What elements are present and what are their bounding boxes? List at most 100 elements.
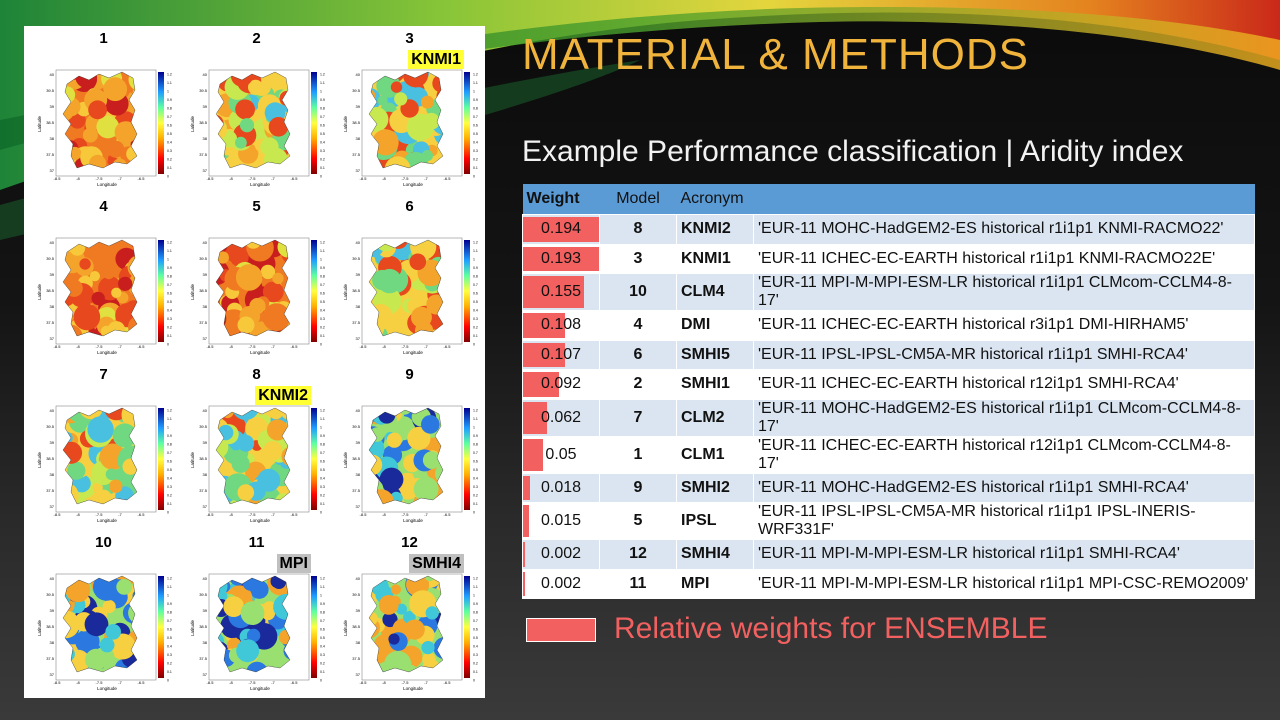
map-plot: 40 39.5 39 38.5 38 37.5 37 -8.5 -8 -7.5 -7 -6.5 1.2 1… <box>37 573 172 691</box>
colorbar-tick: 0.7 <box>167 619 172 623</box>
lon-tick: -8 <box>382 176 386 181</box>
colorbar-tick: 1.2 <box>320 409 325 413</box>
lat-tick: 39.5 <box>46 256 55 261</box>
colorbar-tick: 1 <box>473 258 475 262</box>
colorbar-tick: 0.7 <box>320 283 325 287</box>
map-value-patch <box>394 92 408 106</box>
colorbar-tick: 1.2 <box>320 241 325 245</box>
weight-cell: 0.108 <box>522 310 600 341</box>
lon-tick: -7.5 <box>402 176 410 181</box>
weight-value: 0.05 <box>545 445 577 463</box>
lon-tick: -6.5 <box>138 512 146 517</box>
colorbar-tick: 1.2 <box>167 241 172 245</box>
lon-tick: -7 <box>271 176 275 181</box>
map-plot: 40 39.5 39 38.5 38 37.5 37 -8.5 -8 -7.5 -7 -6.5 1.2 1… <box>343 405 478 523</box>
colorbar-tick: 0.6 <box>167 628 172 632</box>
map-value-patch <box>126 146 137 162</box>
map-value-patch <box>67 461 86 480</box>
colorbar-tick: 0.8 <box>473 107 478 111</box>
lon-tick: -6.5 <box>444 680 452 685</box>
colorbar-tick: 0.9 <box>320 266 325 270</box>
lat-tick: 38.5 <box>352 456 361 461</box>
table-row: 0.062 7 CLM2 'EUR-11 MOHC-HadGEM2-ES histor… <box>522 398 1255 437</box>
colorbar-tick: 0 <box>473 343 475 347</box>
colorbar-tick: 1.2 <box>473 409 478 413</box>
colorbar-tick: 0.2 <box>473 158 478 162</box>
colorbar-tick: 1.1 <box>473 585 478 589</box>
colorbar-tick: 0.1 <box>167 166 172 170</box>
weight-bar <box>523 571 525 596</box>
colorbar-tick: 1 <box>320 258 322 262</box>
map-value-patch <box>231 454 250 473</box>
colorbar-tick: 0.2 <box>167 494 172 498</box>
lon-tick: -7.5 <box>249 512 257 517</box>
model-tag: MPI <box>276 554 311 573</box>
table-row: 0.002 11 MPI 'EUR-11 MPI-M-MPI-ESM-LR histo… <box>522 568 1255 599</box>
colorbar-tick: 0.8 <box>167 611 172 615</box>
colorbar-tick: 0.1 <box>320 502 325 506</box>
colorbar-tick: 0.6 <box>473 292 478 296</box>
region-outline <box>368 71 444 169</box>
map-value-patch <box>237 434 255 452</box>
colorbar-tick: 0.9 <box>167 98 172 102</box>
colorbar-tick: 1 <box>473 426 475 430</box>
map-value-patch <box>96 115 120 139</box>
weight-cell: 0.062 <box>522 398 600 437</box>
region-outline <box>215 239 291 337</box>
lon-tick: -7 <box>118 680 122 685</box>
lat-tick: 38.5 <box>199 624 208 629</box>
map-value-patch <box>235 136 247 149</box>
acronym: SMHI5 <box>676 339 754 370</box>
colorbar-tick: 0.7 <box>320 115 325 119</box>
colorbar-tick: 0.3 <box>320 485 325 489</box>
colorbar-tick: 0.1 <box>473 502 478 506</box>
map-number: 11 <box>248 534 265 551</box>
lon-tick: -6.5 <box>291 512 299 517</box>
lat-tick: 39 <box>203 272 208 277</box>
lon-tick: -8.5 <box>360 512 368 517</box>
model-number: 11 <box>599 568 677 599</box>
lat-tick: 38.5 <box>46 456 55 461</box>
colorbar-tick: 0.4 <box>320 645 325 649</box>
lon-tick: -7 <box>424 512 428 517</box>
lat-tick: 37 <box>50 168 55 173</box>
model-number: 7 <box>599 398 677 437</box>
map-value-patch <box>260 264 276 280</box>
map-value-patch <box>421 150 433 162</box>
lon-tick: -8.5 <box>360 680 368 685</box>
lat-tick: 39.5 <box>352 592 361 597</box>
lon-axis-label: Longitude <box>403 350 423 355</box>
lon-axis-label: Longitude <box>250 518 270 523</box>
lat-tick: 40 <box>50 72 55 77</box>
lon-axis-label: Longitude <box>403 518 423 523</box>
map-value-patch <box>425 606 439 620</box>
colorbar-tick: 0 <box>320 679 322 683</box>
colorbar-tick: 1.2 <box>473 73 478 77</box>
map-value-patch <box>92 482 103 493</box>
lat-tick: 39.5 <box>46 592 55 597</box>
weight-cell: 0.155 <box>522 273 600 311</box>
lat-tick: 40 <box>203 240 208 245</box>
weight-bar <box>523 401 547 434</box>
map-value-patch <box>279 408 290 421</box>
colorbar-tick: 0.9 <box>320 434 325 438</box>
map-value-patch <box>223 596 245 617</box>
lat-tick: 39 <box>50 104 55 109</box>
table-row: 0.092 2 SMHI1 'EUR-11 ICHEC-EC-EARTH histor… <box>522 369 1255 400</box>
weight-value: 0.107 <box>540 345 582 363</box>
colorbar-tick: 0.3 <box>167 317 172 321</box>
colorbar-tick: 1 <box>167 594 169 598</box>
colorbar-tick: 0.5 <box>167 300 172 304</box>
map-value-patch <box>250 623 278 650</box>
lat-tick: 40 <box>203 408 208 413</box>
map-value-patch <box>82 127 98 143</box>
map-number: 4 <box>99 198 108 215</box>
colorbar-tick: 0 <box>167 175 169 179</box>
colorbar-tick: 1.1 <box>473 249 478 253</box>
lat-tick: 37 <box>203 504 208 509</box>
lon-tick: -8 <box>76 344 80 349</box>
lat-tick: 39 <box>356 104 361 109</box>
model-name: 'EUR-11 MOHC-HadGEM2-ES historical r1i1p… <box>753 214 1255 245</box>
model-name: 'EUR-11 ICHEC-EC-EARTH historical r12i1p… <box>753 369 1255 400</box>
colorbar-tick: 0.4 <box>473 477 478 481</box>
